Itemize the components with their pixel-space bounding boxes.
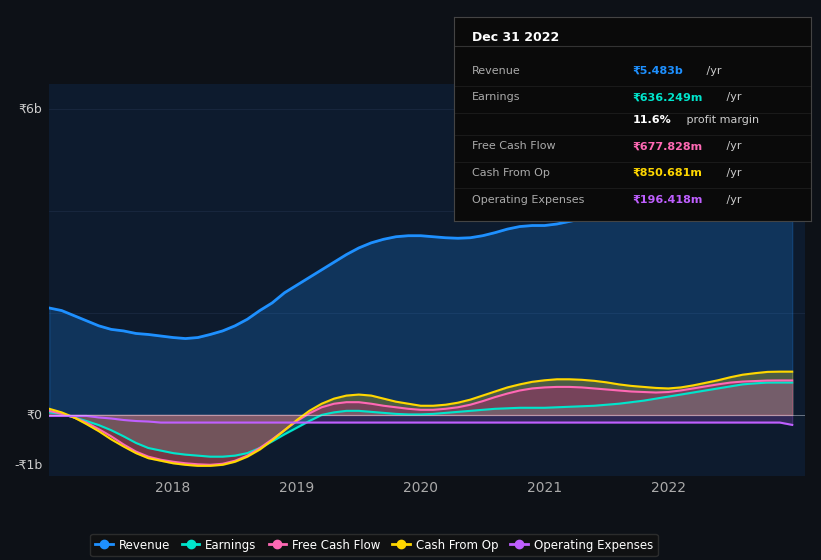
Text: ₹6b: ₹6b (19, 103, 43, 116)
Text: Dec 31 2022: Dec 31 2022 (472, 31, 559, 44)
Text: ₹636.249m: ₹636.249m (633, 92, 703, 102)
Text: /yr: /yr (722, 168, 741, 178)
Text: -₹1b: -₹1b (14, 459, 43, 472)
Text: Earnings: Earnings (472, 92, 521, 102)
Text: profit margin: profit margin (682, 115, 759, 125)
Text: ₹850.681m: ₹850.681m (633, 168, 703, 178)
Text: /yr: /yr (703, 66, 721, 76)
Text: /yr: /yr (722, 92, 741, 102)
Text: /yr: /yr (722, 195, 741, 204)
Text: 11.6%: 11.6% (633, 115, 672, 125)
Text: ₹677.828m: ₹677.828m (633, 142, 703, 152)
Text: Free Cash Flow: Free Cash Flow (472, 142, 556, 152)
Text: ₹5.483b: ₹5.483b (633, 66, 683, 76)
Text: Cash From Op: Cash From Op (472, 168, 550, 178)
Legend: Revenue, Earnings, Free Cash Flow, Cash From Op, Operating Expenses: Revenue, Earnings, Free Cash Flow, Cash … (90, 534, 658, 556)
Text: /yr: /yr (722, 142, 741, 152)
Text: ₹196.418m: ₹196.418m (633, 195, 703, 204)
Text: ₹0: ₹0 (26, 408, 43, 422)
Text: Operating Expenses: Operating Expenses (472, 195, 585, 204)
Text: Revenue: Revenue (472, 66, 521, 76)
